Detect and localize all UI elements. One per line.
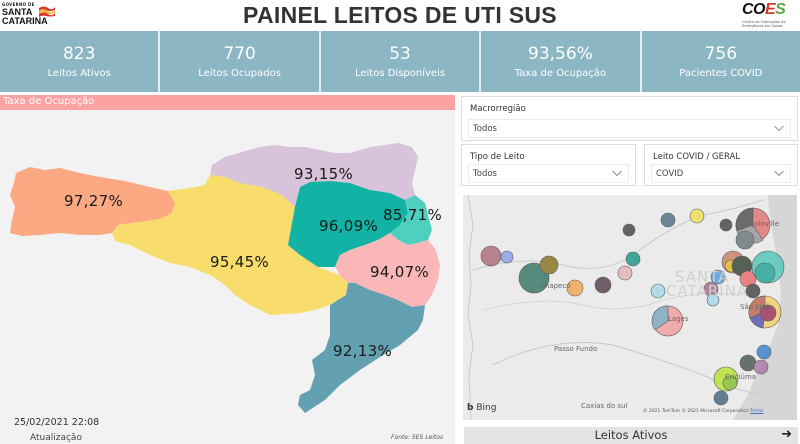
- region-planalto-norte-nordeste[interactable]: [210, 143, 418, 207]
- bing-label: Bing: [476, 403, 497, 413]
- header: GOVERNO DE SANTA CATARINA PAINEL LEITOS …: [0, 0, 800, 30]
- map-city-caxias-do-sul: Caxias do sul: [581, 402, 628, 410]
- page-title: PAINEL LEITOS DE UTI SUS: [243, 2, 557, 28]
- tipo-leito-label: Tipo de Leito: [470, 152, 525, 162]
- kpi-value: 93,56%: [528, 44, 593, 64]
- map-city-sao-jose: São José: [740, 303, 770, 311]
- region-foz-rio-itajai[interactable]: [390, 195, 432, 245]
- map-city-criciuma: Criciúma: [725, 373, 757, 381]
- bubble-map-canvas: [467, 195, 797, 420]
- map-state-label-1: SANTA: [675, 268, 730, 286]
- macrorregiao-slicer: Macrorregião Todos: [461, 96, 798, 141]
- leitos-ativos-button-label: Leitos Ativos: [594, 428, 668, 442]
- map-city-passo-fundo: Passo Fundo: [554, 345, 598, 353]
- flag-icon: [39, 6, 55, 17]
- logo-gov-text: GOVERNO DE: [2, 2, 35, 7]
- logo-line-2: CATARINA: [2, 16, 48, 26]
- kpi-value: 823: [62, 44, 96, 64]
- covid-geral-value: COVID: [656, 169, 684, 179]
- kpi-taxa-ocupacao: 93,56% Taxa de Ocupação: [481, 31, 640, 92]
- chevron-down-icon: [774, 170, 784, 177]
- coes-subtitle: Centro de Operações de Emergência em Saú…: [742, 20, 786, 28]
- rate-meio-oeste-serra: 95,45%: [210, 253, 269, 271]
- tipo-leito-value: Todos: [473, 169, 497, 179]
- map-city-lages: Lages: [668, 315, 689, 323]
- kpi-label: Taxa de Ocupação: [514, 68, 607, 79]
- region-grande-oeste[interactable]: [10, 167, 175, 236]
- kpi-label: Leitos Disponíveis: [354, 68, 446, 79]
- kpi-leitos-disponiveis: 53 Leitos Disponíveis: [320, 31, 480, 92]
- coes-logo: COES Centro de Operações de Emergência e…: [740, 1, 798, 30]
- rate-grande-oeste: 97,27%: [64, 192, 123, 210]
- covid-geral-dropdown[interactable]: COVID: [651, 164, 791, 183]
- leitos-ativos-button[interactable]: Leitos Ativos ➜: [464, 427, 798, 444]
- region-meio-oeste-serra[interactable]: [112, 175, 348, 315]
- covid-geral-slicer: Leito COVID / GERAL COVID: [644, 144, 798, 186]
- macrorregiao-value: Todos: [473, 124, 497, 134]
- region-alto-vale-itajai[interactable]: [288, 181, 408, 267]
- kpi-label: Pacientes COVID: [679, 68, 763, 79]
- kpi-row: 823 Leitos Ativos 770 Leitos Ocupados 53…: [0, 31, 800, 92]
- rate-planalto-norte: 93,15%: [294, 165, 353, 183]
- kpi-value: 53: [389, 44, 411, 64]
- santa-catarina-logo: GOVERNO DE SANTA CATARINA: [2, 2, 62, 28]
- update-label: Atualização: [30, 433, 82, 443]
- coes-co: CO: [742, 1, 766, 18]
- chevron-down-icon: [774, 125, 784, 132]
- macrorregiao-label: Macrorregião: [470, 104, 526, 114]
- occupancy-map-title: Taxa de Ocupação: [3, 96, 95, 107]
- region-grande-florianopolis[interactable]: [335, 233, 440, 307]
- kpi-leitos-ocupados: 770 Leitos Ocupados: [160, 31, 319, 92]
- update-datetime: 25/02/2021 22:08: [14, 417, 100, 428]
- occupancy-map-panel: Taxa de Ocupação 97,27% 95,45% 93,15% 96…: [0, 95, 455, 444]
- kpi-label: Leitos Ocupados: [198, 68, 281, 79]
- macrorregiao-dropdown[interactable]: Todos: [468, 119, 791, 138]
- kpi-leitos-ativos: 823 Leitos Ativos: [0, 31, 159, 92]
- rate-sul: 92,13%: [333, 342, 392, 360]
- hospital-bubble-map[interactable]: Chapecó Lages Passo Fundo Caxias do sul …: [463, 195, 797, 420]
- occupancy-map-header: Taxa de Ocupação: [0, 95, 455, 110]
- bing-icon: b: [467, 403, 474, 413]
- bing-logo: b Bing: [467, 403, 496, 413]
- kpi-label: Leitos Ativos: [47, 68, 111, 79]
- coes-e: E: [765, 1, 776, 18]
- map-copyright: © 2021 TomTom © 2021 Microsoft Corporati…: [643, 409, 764, 414]
- map-city-chapeco: Chapecó: [540, 282, 571, 290]
- arrow-right-icon: ➜: [781, 427, 792, 442]
- kpi-value: 756: [704, 44, 738, 64]
- kpi-value: 770: [223, 44, 256, 64]
- covid-geral-label: Leito COVID / GERAL: [653, 152, 741, 162]
- tipo-leito-slicer: Tipo de Leito Todos: [461, 144, 636, 186]
- terms-link[interactable]: Terms: [750, 409, 764, 414]
- tipo-leito-dropdown[interactable]: Todos: [468, 164, 629, 183]
- region-choropleth-map: [10, 143, 440, 413]
- logo-line-1: SANTA: [2, 7, 33, 17]
- chevron-down-icon: [612, 170, 622, 177]
- map-city-joinville: Joinville: [752, 220, 780, 228]
- rate-grande-florianopolis: 94,07%: [370, 263, 429, 281]
- map-state-label-2: CATARINA: [666, 282, 749, 300]
- rate-foz-rio-itajai: 85,71%: [383, 206, 442, 224]
- coes-s: S: [775, 1, 786, 18]
- copyright-text: © 2021 TomTom © 2021 Microsoft Corporati…: [643, 409, 749, 414]
- region-sul[interactable]: [298, 283, 425, 413]
- rate-alto-vale: 96,09%: [319, 217, 378, 235]
- kpi-pacientes-covid: 756 Pacientes COVID: [641, 31, 800, 92]
- source-note: Fonte: SES Leitos: [391, 434, 444, 441]
